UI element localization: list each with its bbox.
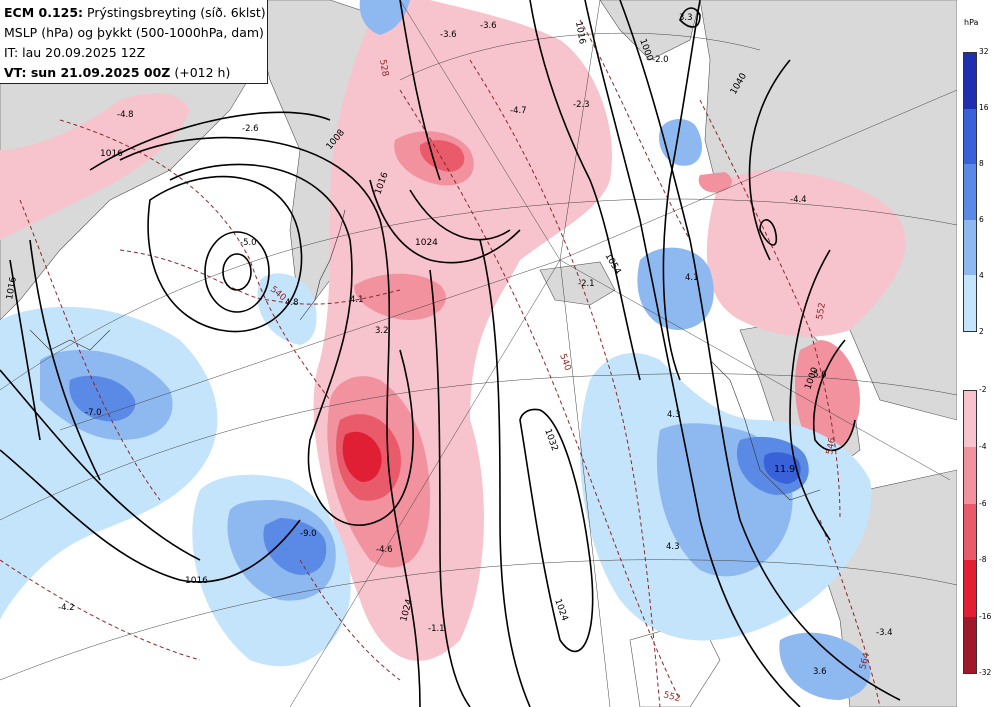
pressure-fall-shading — [0, 0, 906, 661]
thickness-label: 528 — [377, 59, 390, 78]
change-value: -3.6 — [440, 30, 457, 40]
change-value: 3.6 — [813, 667, 827, 677]
change-value: 4.1 — [350, 295, 364, 305]
change-value: -4.2 — [58, 603, 75, 613]
change-values: -3.6 -3.6 -4.8 -2.6 -5.0 -4.7 -2.3 -2.0 … — [58, 13, 893, 677]
change-value: 3.3 — [679, 13, 693, 23]
change-value: 3.2 — [375, 326, 389, 336]
change-value: -7.0 — [85, 408, 102, 418]
change-value: 4.1 — [685, 273, 699, 283]
coastlines — [29, 209, 821, 501]
isobars — [0, 0, 901, 707]
legend-tick: -8 — [979, 555, 987, 564]
change-value: -9.0 — [300, 529, 317, 539]
isobar-label: 1016 — [5, 276, 19, 301]
legend-tick: -4 — [979, 442, 987, 451]
change-value: -2.0 — [652, 55, 669, 65]
legend-unit: hPa — [964, 18, 979, 27]
change-value: 4.8 — [285, 298, 299, 308]
legend-tick: 8 — [979, 159, 984, 168]
legend-tick: 32 — [979, 47, 989, 56]
change-value: -4.4 — [790, 195, 807, 205]
map-info-box: ECM 0.125: Prýstingsbreyting (síð. 6klst… — [0, 0, 268, 84]
legend-swatch — [964, 108, 976, 165]
change-value: -2.6 — [242, 124, 259, 134]
change-value: -3.6 — [480, 21, 497, 31]
thickness-contours — [0, 19, 881, 707]
legend-swatch — [964, 391, 976, 448]
legend-swatch — [964, 503, 976, 561]
thickness-label: 552 — [815, 302, 828, 321]
change-value: -5.6 — [810, 370, 827, 380]
valid-time-line: VT: sun 21.09.2025 00Z (+012 h) — [4, 63, 263, 83]
forecast-step: (+012 h) — [174, 65, 231, 80]
legend-fall-bar — [963, 390, 977, 674]
legend-tick: 6 — [979, 215, 984, 224]
legend-swatch — [964, 164, 976, 220]
legend-tick: -32 — [979, 668, 992, 677]
subtitle-line: MSLP (hPa) og þykkt (500-1000hPa, dam) — [4, 25, 264, 40]
title-line: ECM 0.125: Prýstingsbreyting (síð. 6klst… — [4, 3, 266, 23]
weather-map: 1016 1000 1040 1016 1024 1024 1032 1024 … — [0, 0, 957, 707]
pressure-rise-shading — [0, 0, 872, 700]
change-value: 4.3 — [667, 410, 681, 420]
legend-tick: -16 — [979, 612, 992, 621]
change-value: 4.3 — [666, 542, 680, 552]
change-value: -5.0 — [240, 238, 257, 248]
legend-swatch — [964, 53, 976, 109]
legend-swatch — [964, 219, 976, 276]
legend-swatch — [964, 560, 976, 617]
change-value: -3.4 — [876, 628, 893, 638]
legend-tick: 2 — [979, 327, 984, 336]
change-value: 11.9 — [774, 464, 795, 475]
init-time: IT: lau 20.09.2025 12Z — [4, 45, 146, 60]
thickness-label: 552 — [662, 690, 681, 704]
legend-tick: -6 — [979, 499, 987, 508]
thickness-label: 546 — [825, 437, 838, 456]
legend-tick: 16 — [979, 103, 989, 112]
isobar-label: 1016 — [100, 149, 123, 159]
isobar-label: 1016 — [573, 21, 587, 46]
change-value: -1.1 — [428, 624, 445, 634]
legend-swatch — [964, 616, 976, 673]
change-value: -4.7 — [510, 106, 527, 116]
legend-tick: 4 — [979, 271, 984, 280]
isobar-label: 1024 — [415, 238, 438, 248]
change-value: -2.3 — [573, 100, 590, 110]
isobar-label: 1016 — [185, 576, 208, 586]
thickness-label: 540 — [557, 353, 572, 373]
legend-tick: -2 — [979, 385, 987, 394]
iceland — [539, 261, 616, 306]
change-value: -2.1 — [578, 279, 595, 289]
legend-swatch — [964, 447, 976, 504]
legend-rise-bar — [963, 52, 977, 332]
graticule — [0, 0, 957, 707]
legend-swatch — [964, 275, 976, 331]
thickness-label: 564 — [858, 651, 872, 670]
valid-time: VT: sun 21.09.2025 00Z — [4, 65, 171, 80]
model-name: ECM 0.125: — [4, 5, 84, 20]
change-value: -4.8 — [117, 110, 134, 120]
change-value: -4.6 — [376, 545, 393, 555]
product-name: Prýstingsbreyting (síð. 6klst) — [87, 5, 266, 20]
